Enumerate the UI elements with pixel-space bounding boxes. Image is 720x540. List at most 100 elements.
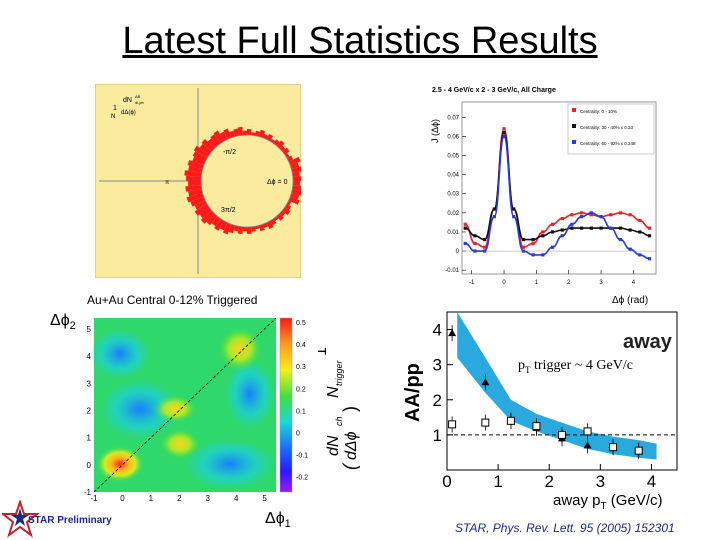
centrality-y-tick-label: 0.01 — [447, 230, 459, 236]
polar-bin — [206, 213, 218, 226]
polar-bin — [266, 133, 273, 142]
legend-marker-60-92 — [572, 140, 576, 144]
polar-bin — [192, 151, 208, 162]
centrality-data-point — [580, 215, 584, 219]
polar-label-right: Δϕ = 0 — [267, 179, 288, 186]
polar-bin — [207, 138, 218, 149]
polar-bin — [270, 138, 276, 144]
centrality-y-tick-label: -0.01 — [445, 268, 459, 274]
side-formula-n-sub: trigger — [334, 359, 344, 386]
delta-phi2-symbol: Δϕ — [50, 312, 70, 329]
centrality-data-point — [521, 249, 526, 253]
pt-trigger-label: pT trigger ~ 4 GeV/c — [518, 358, 633, 375]
centrality-data-point — [570, 226, 574, 230]
polar-formula-den2: dΔ(ϕ) — [121, 110, 136, 116]
centrality-data-point — [550, 222, 555, 226]
polar-bin — [282, 147, 290, 155]
heatmap-x-ticks: -1 0 1 2 3 4 5 — [90, 494, 267, 502]
centrality-plot-header: 2.5 - 4 GeV/c x 2 - 3 GeV/c, All Charge — [432, 87, 556, 94]
polar-bin — [288, 196, 300, 205]
polar-bin — [229, 130, 236, 138]
polar-formula-sub: di-jet — [135, 100, 145, 105]
polar-bin — [237, 226, 243, 235]
aapp-open-square — [609, 443, 618, 452]
centrality-data-point — [628, 247, 632, 251]
side-formula-dphi: dΔϕ — [343, 431, 360, 460]
centrality-data-point — [473, 234, 477, 238]
centrality-data-point — [599, 215, 603, 219]
away-pt-axis-label: away pT (GeV/c) — [553, 492, 662, 512]
delta-phi2-subscript: 2 — [69, 320, 76, 333]
heatmap-x-tick-label: -1 — [90, 494, 98, 502]
centrality-data-point — [618, 226, 623, 230]
star-icon-inner — [11, 508, 29, 526]
polar-bin — [194, 204, 210, 216]
centrality-data-point — [589, 213, 593, 217]
colorbar-tick-label: 0.2 — [296, 386, 306, 393]
polar-formula-prefix: 1 — [113, 105, 117, 112]
star-logo-text: STAR Preliminary — [28, 515, 112, 526]
polar-bin — [292, 171, 300, 177]
aapp-filled-triangle — [448, 329, 457, 337]
polar-bin — [286, 200, 292, 206]
polar-formula-den: N — [111, 114, 115, 120]
centrality-data-point — [589, 211, 593, 215]
centrality-y-tick-label: 0.06 — [447, 134, 459, 140]
centrality-data-point — [473, 249, 477, 253]
aapp-y-tick-label: 3 — [433, 356, 442, 375]
dihadron-heatmap: -1 0 1 2 3 4 5 -1 0 1 2 3 4 5 0.5 0.4 0.3 0.2 0.1 0 -0.1 -0… — [84, 317, 308, 502]
away-pt-sub: T — [600, 501, 607, 512]
centrality-y-tick-label: 0.03 — [447, 192, 459, 198]
polar-bin — [276, 140, 285, 149]
centrality-data-point — [483, 238, 487, 242]
colorbar-tick-label: -0.1 — [296, 453, 308, 460]
polar-bin — [242, 130, 247, 136]
polar-bin — [211, 216, 221, 227]
centrality-data-point — [638, 230, 642, 234]
aapp-band — [457, 312, 657, 460]
polar-bin — [188, 165, 203, 173]
polar-bin — [193, 145, 210, 158]
polar-bin — [291, 189, 301, 196]
centrality-x-tick-label: 2 — [567, 280, 571, 286]
aapp-open-square — [448, 420, 457, 429]
centrality-data-point — [531, 253, 535, 257]
centrality-data-point — [463, 241, 467, 246]
centrality-y-tick-label: 0.05 — [447, 154, 459, 160]
centrality-data-point — [541, 234, 545, 238]
polar-bin — [219, 131, 228, 142]
polar-label-top: -π/2 — [223, 149, 236, 156]
side-formula-dn: dN — [325, 435, 342, 456]
centrality-data-point — [589, 226, 593, 230]
heatmap-colorbar — [279, 317, 293, 493]
colorbar-tick-label: 0.4 — [296, 342, 306, 349]
aapp-open-square — [506, 416, 515, 425]
polar-bin — [213, 130, 224, 144]
polar-bin — [292, 181, 300, 186]
centrality-y-tick-label: 0.07 — [447, 115, 459, 121]
polar-bin — [290, 192, 300, 200]
aapp-y-tick-label: 4 — [433, 321, 442, 340]
polar-bin — [184, 170, 202, 177]
polar-bin — [188, 189, 203, 197]
pt-trigger-rest: trigger ~ 4 GeV/c — [530, 358, 633, 373]
side-formula: ( dΔϕ dN ch ) N trigger 1 — [318, 347, 360, 470]
delta-phi1-label: Δϕ1 — [265, 510, 291, 530]
aapp-open-square — [634, 446, 643, 455]
polar-bin — [284, 152, 290, 158]
heatmap-y-tick-label: 2 — [87, 406, 92, 415]
centrality-data-point — [512, 207, 516, 211]
heatmap-y-tick-label: -1 — [84, 488, 92, 497]
side-formula-one: 1 — [318, 347, 330, 356]
heatmap-y-ticks: -1 0 1 2 3 4 5 — [84, 325, 92, 497]
aapp-x-tick-label: 4 — [647, 472, 656, 491]
polar-bin — [214, 218, 224, 231]
centrality-data-point — [473, 241, 477, 246]
polar-bin — [276, 213, 284, 221]
aapp-x-tick-label: 3 — [596, 472, 605, 491]
polar-bin — [223, 128, 232, 140]
heatmap-x-tick-label: 3 — [206, 494, 211, 502]
heatmap-x-tick-label: 4 — [234, 494, 239, 502]
centrality-data-point — [541, 230, 545, 234]
legend-box — [567, 103, 655, 155]
